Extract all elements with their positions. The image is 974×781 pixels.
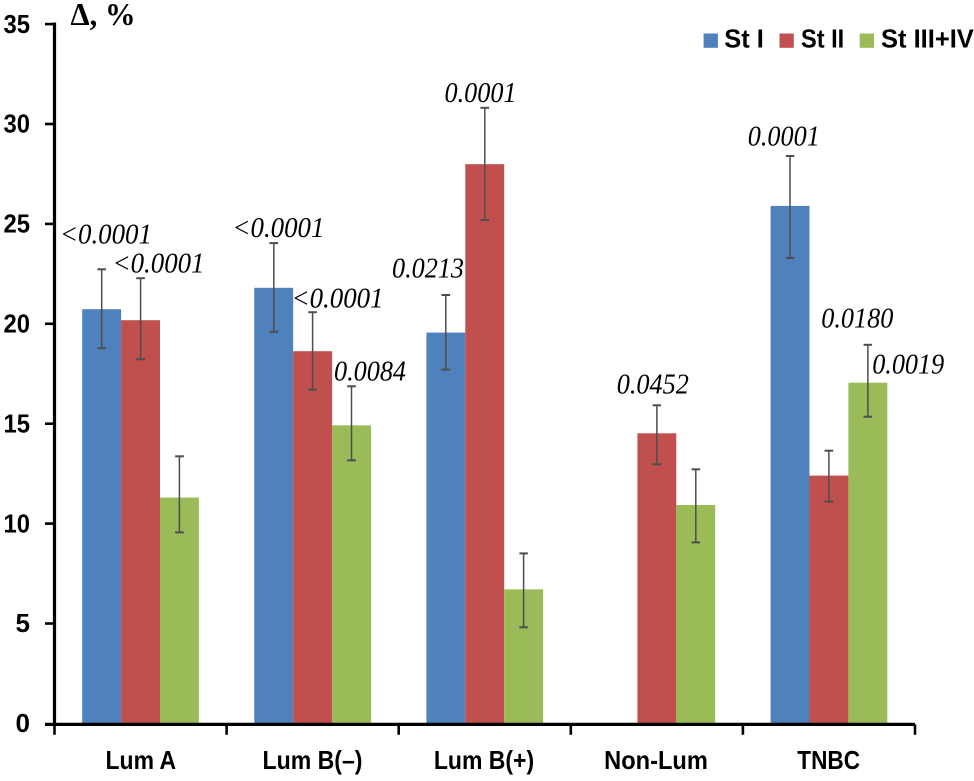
svg-text:25: 25 — [4, 209, 31, 239]
svg-text:<0.0001: <0.0001 — [113, 249, 205, 280]
svg-text:<0.0001: <0.0001 — [232, 213, 324, 244]
svg-text:TNBC: TNBC — [797, 745, 860, 775]
svg-text:0.0001: 0.0001 — [748, 122, 820, 153]
svg-text:0: 0 — [16, 708, 31, 738]
svg-text:<0.0001: <0.0001 — [292, 284, 384, 315]
svg-text:0.0180: 0.0180 — [821, 304, 893, 335]
svg-text:Δ, %: Δ, % — [71, 0, 136, 32]
svg-text:Non-Lum: Non-Lum — [604, 745, 708, 775]
svg-text:0.0452: 0.0452 — [617, 370, 689, 401]
svg-text:35: 35 — [4, 9, 31, 39]
svg-text:St II: St II — [801, 24, 844, 54]
svg-text:5: 5 — [16, 608, 31, 638]
svg-text:0.0001: 0.0001 — [445, 78, 517, 109]
svg-text:10: 10 — [4, 508, 31, 538]
svg-text:Lum A: Lum A — [106, 745, 177, 775]
svg-text:<0.0001: <0.0001 — [60, 220, 152, 251]
svg-text:St III+IV: St III+IV — [881, 24, 974, 54]
svg-text:0.0084: 0.0084 — [334, 357, 406, 388]
svg-text:30: 30 — [4, 109, 31, 139]
svg-text:0.0019: 0.0019 — [872, 350, 944, 381]
svg-text:Lum B(–): Lum B(–) — [263, 745, 363, 775]
svg-text:0.0213: 0.0213 — [392, 253, 464, 284]
svg-text:Lum B(+): Lum B(+) — [434, 745, 534, 775]
svg-text:20: 20 — [4, 309, 31, 339]
svg-text:15: 15 — [4, 408, 31, 438]
svg-text:St I: St I — [724, 24, 764, 54]
